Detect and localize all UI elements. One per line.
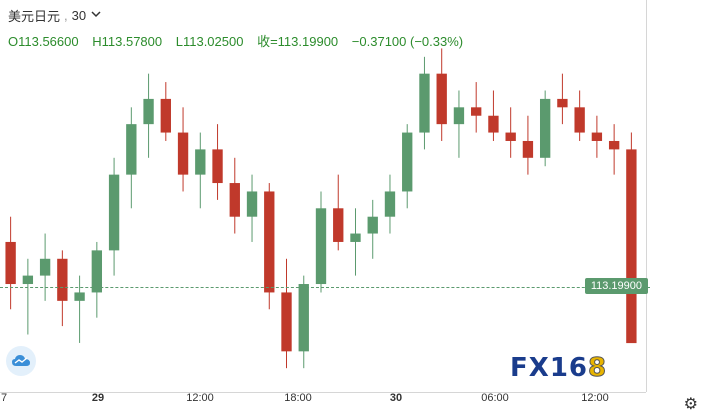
- gear-icon[interactable]: ⚙: [683, 396, 698, 413]
- candle-body: [195, 149, 206, 175]
- candle-body: [333, 208, 344, 242]
- candle-body: [505, 132, 516, 141]
- interval-label[interactable]: 30: [71, 8, 87, 23]
- candle-body: [5, 241, 16, 285]
- candle-body: [264, 191, 275, 293]
- candle-body: [488, 115, 499, 133]
- candle-body: [246, 191, 258, 217]
- candle-body: [522, 140, 534, 158]
- candle-body: [143, 98, 154, 125]
- candle-body: [74, 292, 85, 301]
- open-value: O113.56600: [8, 34, 79, 49]
- candle-body: [298, 284, 309, 352]
- time-label: 18:00: [284, 392, 312, 404]
- time-axis-line: [0, 392, 646, 393]
- close-value: 收=113.19900: [257, 34, 339, 49]
- fx168-logo: FX168: [510, 353, 608, 384]
- chevron-down-icon[interactable]: [90, 8, 102, 23]
- candle-body: [419, 73, 430, 133]
- candle-body: [229, 183, 240, 217]
- candle-body: [91, 250, 103, 293]
- cloud-icon[interactable]: [6, 346, 36, 376]
- candle-body: [402, 132, 413, 192]
- candle-body: [574, 107, 585, 133]
- logo-fx: FX: [510, 353, 550, 383]
- candle-body: [350, 233, 361, 242]
- chart-header: 美元日元 , 30 O113.56600 H113.57800 L113.025…: [8, 6, 473, 50]
- logo-num: 16: [549, 353, 588, 383]
- candle-body: [453, 107, 465, 125]
- high-value: H113.57800: [92, 34, 163, 49]
- candle-body: [39, 258, 51, 276]
- time-label: 06:00: [481, 392, 509, 404]
- time-axis: 7 29 12:00 18:00 30 06:00 12:00: [0, 392, 712, 413]
- time-label: 12:00: [186, 392, 214, 404]
- time-label: 7: [0, 392, 8, 404]
- time-label: 12:00: [581, 392, 609, 404]
- symbol-title[interactable]: 美元日元: [8, 9, 61, 24]
- candle-body: [281, 292, 292, 352]
- candle-body: [367, 216, 378, 234]
- symbol-row[interactable]: 美元日元 , 30: [8, 6, 473, 25]
- candle-body: [126, 124, 137, 175]
- ohlc-readout: O113.56600 H113.57800 L113.02500 收=113.1…: [8, 31, 473, 50]
- candle-body: [626, 149, 637, 344]
- candle-body: [160, 98, 171, 133]
- change-value: −0.37100 (−0.33%): [351, 34, 464, 49]
- candle-body: [177, 132, 189, 175]
- low-value: L113.02500: [175, 34, 244, 49]
- candle-body: [608, 140, 620, 150]
- candle-body: [22, 275, 34, 285]
- candle-body: [436, 73, 447, 125]
- current-price-tag: 113.19900: [584, 278, 648, 294]
- time-label: 30: [389, 392, 403, 404]
- candle-body: [315, 208, 327, 285]
- candle-body: [108, 174, 120, 251]
- candle-body: [471, 107, 482, 116]
- time-label: 29: [91, 392, 105, 404]
- last-price-line: [0, 287, 650, 288]
- price-axis-line: [646, 0, 647, 392]
- candle-body: [539, 98, 551, 158]
- candle-body: [384, 191, 396, 217]
- candle-body: [557, 98, 568, 108]
- candle-body: [212, 149, 223, 184]
- candle-body: [57, 258, 68, 301]
- logo-eight: 8: [587, 353, 608, 384]
- candle-body: [591, 132, 603, 141]
